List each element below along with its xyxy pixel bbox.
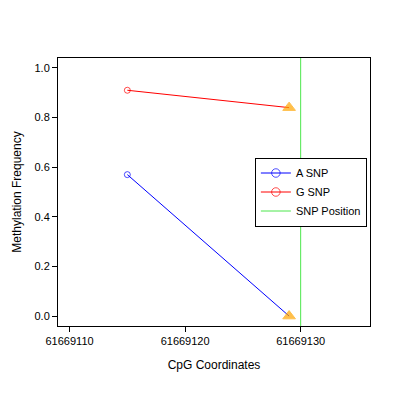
- svg-text:61669110: 61669110: [45, 335, 93, 347]
- svg-text:0.4: 0.4: [35, 211, 50, 223]
- svg-text:SNP Position: SNP Position: [296, 205, 361, 217]
- svg-text:Methylation Frequency: Methylation Frequency: [10, 131, 24, 252]
- svg-text:0.8: 0.8: [35, 111, 50, 123]
- svg-text:0.2: 0.2: [35, 260, 50, 272]
- svg-text:0.0: 0.0: [35, 310, 50, 322]
- svg-text:61669120: 61669120: [161, 335, 210, 347]
- svg-text:A SNP: A SNP: [296, 167, 328, 179]
- svg-text:1.0: 1.0: [35, 62, 50, 74]
- svg-text:0.6: 0.6: [35, 161, 50, 173]
- svg-text:61669130: 61669130: [276, 335, 325, 347]
- svg-text:G SNP: G SNP: [296, 186, 330, 198]
- svg-text:CpG Coordinates: CpG Coordinates: [168, 358, 261, 372]
